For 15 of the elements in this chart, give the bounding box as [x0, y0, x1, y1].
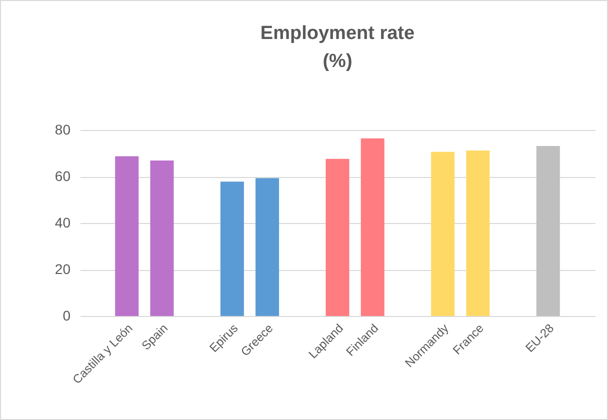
bar — [431, 152, 455, 316]
y-tick-label: 40 — [54, 214, 71, 230]
chart-title: Employment rate (%) — [260, 23, 415, 72]
y-tick-label: 0 — [62, 308, 71, 324]
bar — [360, 138, 384, 316]
y-tick-label: 20 — [54, 261, 71, 277]
bar — [150, 160, 174, 316]
y-tick-label: 60 — [54, 168, 71, 184]
bar — [256, 178, 280, 316]
bar — [536, 146, 560, 316]
bar — [115, 156, 139, 316]
y-tick-label: 80 — [54, 122, 71, 138]
bar — [326, 158, 350, 316]
bar — [220, 182, 244, 316]
bar — [466, 150, 490, 316]
